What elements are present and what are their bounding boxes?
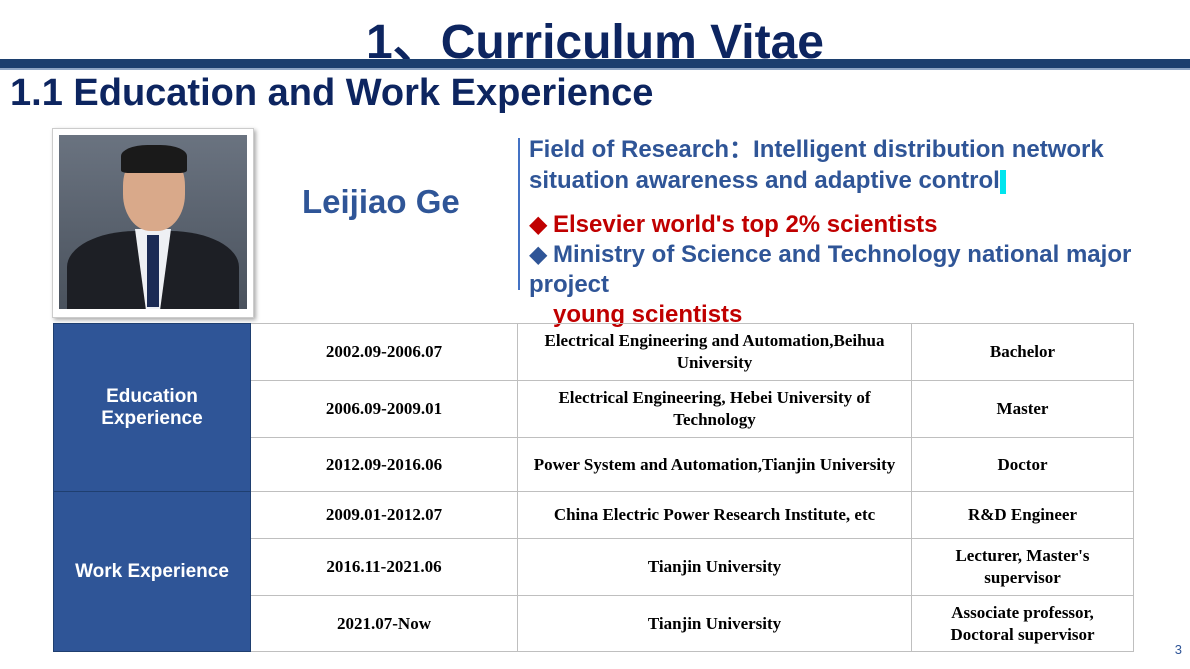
diamond-bullet-icon: ◆ [529, 211, 548, 238]
role-cell: Lecturer, Master's supervisor [911, 538, 1134, 596]
profile-photo [52, 128, 254, 318]
person-name: Leijiao Ge [302, 183, 460, 220]
education-category: Education Experience [53, 323, 251, 492]
institution-cell: Power System and Automation,Tianjin Univ… [517, 437, 912, 492]
page-number: 3 [1174, 642, 1182, 657]
honor-bullet-1: ◆ Elsevier world's top 2% scientists [529, 210, 938, 240]
research-field: Field of Research：Intelligent distributi… [529, 134, 1169, 196]
section-title: 1.1 Education and Work Experience [10, 72, 654, 114]
role-cell: Bachelor [911, 323, 1134, 381]
table-row: 2012.09-2016.06 Power System and Automati… [54, 437, 1134, 492]
role-cell: Associate professor, Doctoral supervisor [911, 595, 1134, 652]
research-field-text: Field of Research：Intelligent distributi… [529, 136, 1104, 194]
honor-bullet-2: ◆ Ministry of Science and Technology nati… [529, 240, 1190, 330]
honor-text: Elsevier world's top 2% scientists [553, 211, 938, 238]
experience-table: Education Experience 2002.09-2006.07 Elect… [53, 323, 1134, 652]
honor-text: Ministry of Science and Technology natio… [529, 241, 1132, 298]
period-cell: 2012.09-2016.06 [250, 437, 518, 492]
title-divider [0, 59, 1190, 70]
table-row: Education Experience 2002.09-2006.07 Elect… [53, 323, 1134, 492]
diamond-bullet-icon: ◆ [529, 241, 548, 268]
institution-cell: Tianjin University [517, 538, 912, 596]
table-row: 2021.07-Now Tianjin University Associate p… [54, 595, 1134, 652]
text-cursor [999, 169, 1006, 194]
accent-line [518, 138, 520, 290]
period-cell: 2009.01-2012.07 [250, 491, 518, 539]
work-category: Work Experience [53, 491, 251, 652]
table-row: 2006.09-2009.01 Electrical Engineering, H… [54, 380, 1134, 438]
role-cell: Doctor [911, 437, 1134, 492]
institution-cell: Electrical Engineering, Hebei University… [517, 380, 912, 438]
period-cell: 2006.09-2009.01 [250, 380, 518, 438]
role-cell: R&D Engineer [911, 491, 1134, 539]
institution-cell: Electrical Engineering and Automation,Be… [517, 323, 912, 381]
institution-cell: China Electric Power Research Institute,… [517, 491, 912, 539]
period-cell: 2021.07-Now [250, 595, 518, 652]
institution-cell: Tianjin University [517, 595, 912, 652]
period-cell: 2016.11-2021.06 [250, 538, 518, 596]
table-row: Work Experience 2009.01-2012.07 China Elec… [53, 491, 1134, 652]
period-cell: 2002.09-2006.07 [250, 323, 518, 381]
role-cell: Master [911, 380, 1134, 438]
